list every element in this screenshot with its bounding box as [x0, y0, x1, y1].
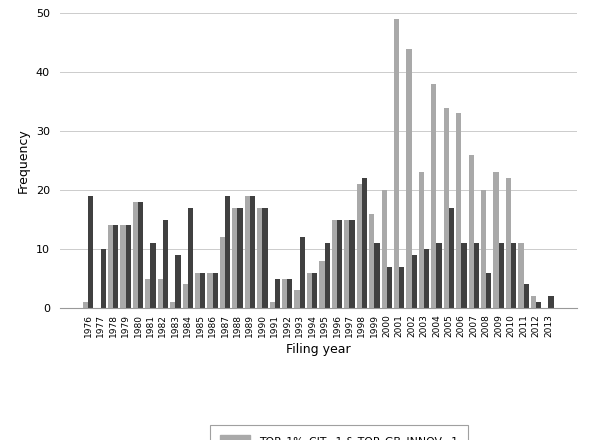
Bar [356, 184, 362, 308]
Bar [183, 284, 188, 308]
Bar [237, 208, 243, 308]
Bar [120, 225, 126, 308]
Bar [449, 208, 454, 308]
Bar [374, 243, 380, 308]
Bar [444, 107, 449, 308]
Bar [133, 202, 138, 308]
Bar [506, 178, 511, 308]
Bar [419, 172, 424, 308]
Bar [188, 208, 193, 308]
Bar [324, 243, 330, 308]
Bar [307, 273, 312, 308]
Bar [170, 302, 176, 308]
Bar [387, 267, 392, 308]
Bar [295, 290, 300, 308]
Bar [88, 196, 93, 308]
Bar [437, 243, 441, 308]
Bar [499, 243, 504, 308]
Bar [245, 196, 250, 308]
Bar [344, 220, 349, 308]
Bar [474, 243, 479, 308]
Bar [270, 302, 275, 308]
Bar [126, 225, 131, 308]
Legend: TOP_1%_CIT=1 & TOP_GB_INNOV=1, TOP_1%_CIT=1 & TOP_GB_INNOV=0: TOP_1%_CIT=1 & TOP_GB_INNOV=1, TOP_1%_CI… [210, 425, 468, 440]
Bar [108, 225, 113, 308]
Bar [145, 279, 151, 308]
Bar [337, 220, 342, 308]
Bar [262, 208, 268, 308]
Bar [212, 273, 218, 308]
Bar [282, 279, 287, 308]
Bar [399, 267, 405, 308]
Bar [195, 273, 200, 308]
Bar [138, 202, 143, 308]
Bar [461, 243, 466, 308]
Bar [349, 220, 355, 308]
Bar [424, 249, 429, 308]
Bar [232, 208, 237, 308]
Bar [481, 190, 486, 308]
Bar [151, 243, 156, 308]
Bar [158, 279, 163, 308]
Bar [208, 273, 212, 308]
Bar [456, 114, 461, 308]
Bar [381, 190, 387, 308]
Bar [176, 255, 180, 308]
Bar [300, 237, 305, 308]
Bar [101, 249, 106, 308]
Bar [163, 220, 168, 308]
Bar [257, 208, 262, 308]
Bar [524, 284, 529, 308]
Bar [312, 273, 317, 308]
Bar [332, 220, 337, 308]
Bar [287, 279, 293, 308]
Bar [468, 155, 474, 308]
Bar [406, 48, 412, 308]
Bar [275, 279, 280, 308]
Bar [200, 273, 205, 308]
Bar [549, 296, 553, 308]
Bar [362, 178, 367, 308]
X-axis label: Filing year: Filing year [286, 343, 350, 356]
Bar [412, 255, 417, 308]
Bar [250, 196, 255, 308]
Bar [536, 302, 541, 308]
Y-axis label: Frequency: Frequency [17, 128, 30, 193]
Bar [486, 273, 491, 308]
Bar [511, 243, 516, 308]
Bar [220, 237, 225, 308]
Bar [320, 261, 324, 308]
Bar [113, 225, 118, 308]
Bar [225, 196, 230, 308]
Bar [493, 172, 499, 308]
Bar [518, 243, 524, 308]
Bar [431, 84, 437, 308]
Bar [83, 302, 88, 308]
Bar [531, 296, 536, 308]
Bar [394, 19, 399, 308]
Bar [369, 214, 374, 308]
